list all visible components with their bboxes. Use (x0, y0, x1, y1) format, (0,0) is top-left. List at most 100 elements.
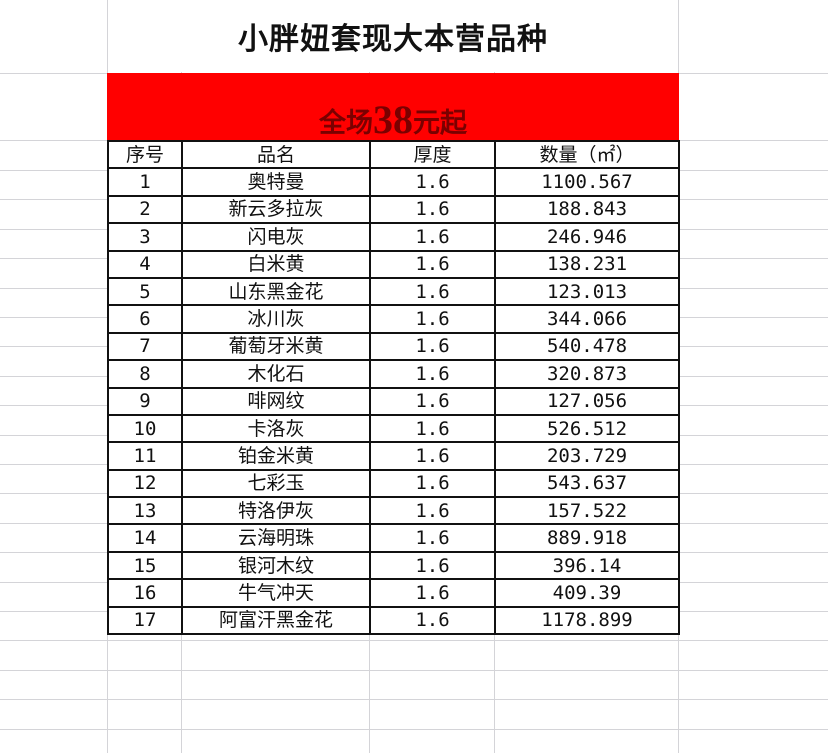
cell-thickness[interactable]: 1.6 (369, 523, 496, 553)
cell-quantity[interactable]: 320.873 (494, 359, 680, 389)
cell-name[interactable]: 闪电灰 (181, 222, 371, 252)
cell-quantity[interactable]: 1178.899 (494, 605, 680, 636)
header-quantity[interactable]: 数量（㎡） (494, 139, 680, 170)
table-row: 14 云海明珠 1.6 889.918 (107, 523, 680, 553)
table-row: 7 葡萄牙米黄 1.6 540.478 (107, 331, 680, 362)
cell-name[interactable]: 奥特曼 (181, 167, 371, 197)
cell-name[interactable]: 铂金米黄 (181, 441, 371, 471)
cell-index[interactable]: 2 (107, 194, 183, 225)
cell-quantity[interactable]: 157.522 (494, 496, 680, 526)
table-row: 16 牛气冲天 1.6 409.39 (107, 578, 680, 608)
table-row: 11 铂金米黄 1.6 203.729 (107, 441, 680, 471)
cell-quantity[interactable]: 203.729 (494, 441, 680, 471)
cell-thickness[interactable]: 1.6 (369, 578, 496, 608)
cell-name[interactable]: 银河木纹 (181, 550, 371, 581)
product-table: 序号 品名 厚度 数量（㎡） 1 奥特曼 1.6 1100.567 2 新云多拉灰 1.6 1… (107, 139, 680, 636)
cell-quantity[interactable]: 1100.567 (494, 167, 680, 197)
cell-index[interactable]: 9 (107, 386, 183, 416)
cell-thickness[interactable]: 1.6 (369, 441, 496, 471)
cell-index[interactable]: 1 (107, 167, 183, 197)
cell-index[interactable]: 15 (107, 550, 183, 581)
table-row: 17 阿富汗黑金花 1.6 1178.899 (107, 605, 680, 636)
cell-quantity[interactable]: 344.066 (494, 304, 680, 334)
cell-name[interactable]: 山东黑金花 (181, 276, 371, 307)
sheet-title[interactable]: 小胖妞套现大本营品种 (108, 0, 678, 72)
header-thickness[interactable]: 厚度 (369, 139, 496, 170)
cell-thickness[interactable]: 1.6 (369, 222, 496, 252)
table-row: 2 新云多拉灰 1.6 188.843 (107, 194, 680, 225)
cell-index[interactable]: 7 (107, 331, 183, 362)
table-row: 12 七彩玉 1.6 543.637 (107, 468, 680, 499)
gridline-horizontal (0, 640, 828, 641)
cell-thickness[interactable]: 1.6 (369, 468, 496, 499)
table-row: 1 奥特曼 1.6 1100.567 (107, 167, 680, 197)
cell-name[interactable]: 特洛伊灰 (181, 496, 371, 526)
cell-thickness[interactable]: 1.6 (369, 359, 496, 389)
cell-quantity[interactable]: 889.918 (494, 523, 680, 553)
table-row: 6 冰川灰 1.6 344.066 (107, 304, 680, 334)
cell-name[interactable]: 葡萄牙米黄 (181, 331, 371, 362)
cell-index[interactable]: 16 (107, 578, 183, 608)
cell-index[interactable]: 3 (107, 222, 183, 252)
cell-thickness[interactable]: 1.6 (369, 194, 496, 225)
cell-thickness[interactable]: 1.6 (369, 550, 496, 581)
banner-price: 38 (373, 97, 413, 142)
cell-index[interactable]: 13 (107, 496, 183, 526)
cell-name[interactable]: 牛气冲天 (181, 578, 371, 608)
cell-name[interactable]: 阿富汗黑金花 (181, 605, 371, 636)
cell-index[interactable]: 11 (107, 441, 183, 471)
cell-name[interactable]: 啡网纹 (181, 386, 371, 416)
cell-name[interactable]: 云海明珠 (181, 523, 371, 553)
cell-thickness[interactable]: 1.6 (369, 331, 496, 362)
cell-thickness[interactable]: 1.6 (369, 496, 496, 526)
cell-index[interactable]: 10 (107, 413, 183, 444)
cell-name[interactable]: 七彩玉 (181, 468, 371, 499)
header-name[interactable]: 品名 (181, 139, 371, 170)
price-banner[interactable]: 全场 38 元起 (107, 73, 679, 140)
banner-suffix: 元起 (413, 108, 467, 139)
cell-index[interactable]: 8 (107, 359, 183, 389)
cell-thickness[interactable]: 1.6 (369, 605, 496, 636)
header-index[interactable]: 序号 (107, 139, 183, 170)
cell-quantity[interactable]: 127.056 (494, 386, 680, 416)
cell-quantity[interactable]: 543.637 (494, 468, 680, 499)
cell-quantity[interactable]: 540.478 (494, 331, 680, 362)
gridline-horizontal (0, 729, 828, 730)
cell-index[interactable]: 6 (107, 304, 183, 334)
cell-thickness[interactable]: 1.6 (369, 386, 496, 416)
cell-name[interactable]: 冰川灰 (181, 304, 371, 334)
gridline-horizontal (0, 670, 828, 671)
cell-quantity[interactable]: 396.14 (494, 550, 680, 581)
cell-quantity[interactable]: 138.231 (494, 249, 680, 279)
table-row: 10 卡洛灰 1.6 526.512 (107, 413, 680, 444)
cell-index[interactable]: 4 (107, 249, 183, 279)
header-row: 序号 品名 厚度 数量（㎡） (107, 139, 680, 170)
table-row: 15 银河木纹 1.6 396.14 (107, 550, 680, 581)
cell-index[interactable]: 5 (107, 276, 183, 307)
table-row: 5 山东黑金花 1.6 123.013 (107, 276, 680, 307)
cell-thickness[interactable]: 1.6 (369, 276, 496, 307)
cell-name[interactable]: 白米黄 (181, 249, 371, 279)
table-row: 4 白米黄 1.6 138.231 (107, 249, 680, 279)
table-row: 3 闪电灰 1.6 246.946 (107, 222, 680, 252)
cell-name[interactable]: 卡洛灰 (181, 413, 371, 444)
cell-index[interactable]: 14 (107, 523, 183, 553)
cell-thickness[interactable]: 1.6 (369, 413, 496, 444)
table-row: 9 啡网纹 1.6 127.056 (107, 386, 680, 416)
cell-quantity[interactable]: 409.39 (494, 578, 680, 608)
cell-index[interactable]: 17 (107, 605, 183, 636)
cell-quantity[interactable]: 188.843 (494, 194, 680, 225)
cell-thickness[interactable]: 1.6 (369, 304, 496, 334)
banner-prefix: 全场 (319, 108, 373, 139)
table-row: 8 木化石 1.6 320.873 (107, 359, 680, 389)
cell-thickness[interactable]: 1.6 (369, 249, 496, 279)
gridline-horizontal (0, 699, 828, 700)
table-row: 13 特洛伊灰 1.6 157.522 (107, 496, 680, 526)
cell-name[interactable]: 木化石 (181, 359, 371, 389)
cell-index[interactable]: 12 (107, 468, 183, 499)
cell-quantity[interactable]: 526.512 (494, 413, 680, 444)
cell-quantity[interactable]: 123.013 (494, 276, 680, 307)
cell-thickness[interactable]: 1.6 (369, 167, 496, 197)
cell-quantity[interactable]: 246.946 (494, 222, 680, 252)
cell-name[interactable]: 新云多拉灰 (181, 194, 371, 225)
